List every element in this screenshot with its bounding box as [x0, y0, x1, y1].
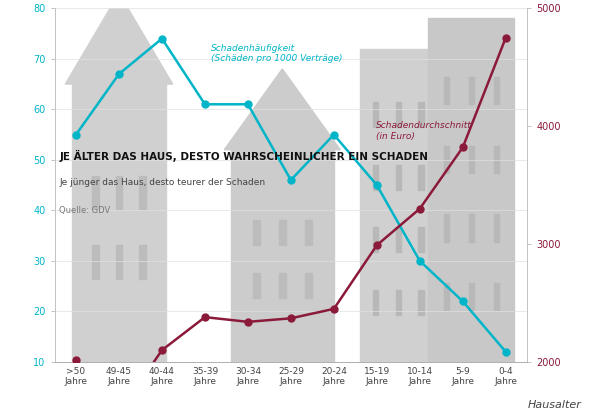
Bar — [419, 102, 424, 127]
Bar — [444, 77, 448, 104]
Bar — [373, 102, 378, 127]
Bar — [72, 84, 166, 362]
Bar — [253, 273, 260, 298]
Bar — [359, 49, 437, 362]
Bar — [444, 146, 448, 173]
Bar — [279, 273, 285, 298]
Bar — [444, 214, 448, 242]
Text: JE ÄLTER DAS HAUS, DESTO WAHRSCHEINLICHER EIN SCHADEN: JE ÄLTER DAS HAUS, DESTO WAHRSCHEINLICHE… — [59, 150, 428, 162]
Bar — [469, 283, 474, 310]
Bar — [305, 220, 311, 245]
Bar — [92, 245, 99, 279]
Text: Schadenhäufigkeit
(Schäden pro 1000 Verträge): Schadenhäufigkeit (Schäden pro 1000 Vert… — [210, 44, 342, 63]
Bar — [469, 77, 474, 104]
Bar — [396, 290, 401, 315]
Bar — [92, 176, 99, 209]
Bar — [469, 146, 474, 173]
Bar — [253, 220, 260, 245]
Bar — [494, 214, 499, 242]
Bar — [494, 77, 499, 104]
Bar — [444, 283, 448, 310]
Text: Je jünger das Haus, desto teurer der Schaden: Je jünger das Haus, desto teurer der Sch… — [59, 178, 265, 187]
Bar — [231, 150, 334, 362]
Bar — [279, 220, 285, 245]
Bar — [469, 214, 474, 242]
Text: Hausalter: Hausalter — [528, 400, 582, 410]
Bar — [494, 283, 499, 310]
Bar — [139, 245, 146, 279]
Bar — [305, 273, 311, 298]
Bar — [396, 102, 401, 127]
Bar — [396, 165, 401, 190]
Bar — [494, 146, 499, 173]
Bar — [116, 245, 122, 279]
Bar — [419, 165, 424, 190]
Polygon shape — [65, 0, 173, 84]
Bar — [419, 227, 424, 252]
Bar — [373, 227, 378, 252]
Bar — [428, 18, 514, 362]
Bar — [373, 290, 378, 315]
Bar — [116, 176, 122, 209]
Polygon shape — [224, 69, 341, 150]
Text: Quelle: GDV: Quelle: GDV — [59, 206, 110, 215]
Bar — [419, 290, 424, 315]
Text: Schadendurchschnitt
(in Euro): Schadendurchschnitt (in Euro) — [376, 121, 471, 141]
Bar — [139, 176, 146, 209]
Bar — [396, 227, 401, 252]
Bar — [373, 165, 378, 190]
